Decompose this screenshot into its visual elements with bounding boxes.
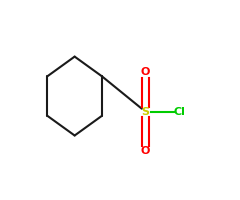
Text: O: O (141, 146, 150, 156)
Text: S: S (142, 107, 150, 117)
Text: O: O (141, 67, 150, 77)
Text: Cl: Cl (173, 107, 185, 117)
